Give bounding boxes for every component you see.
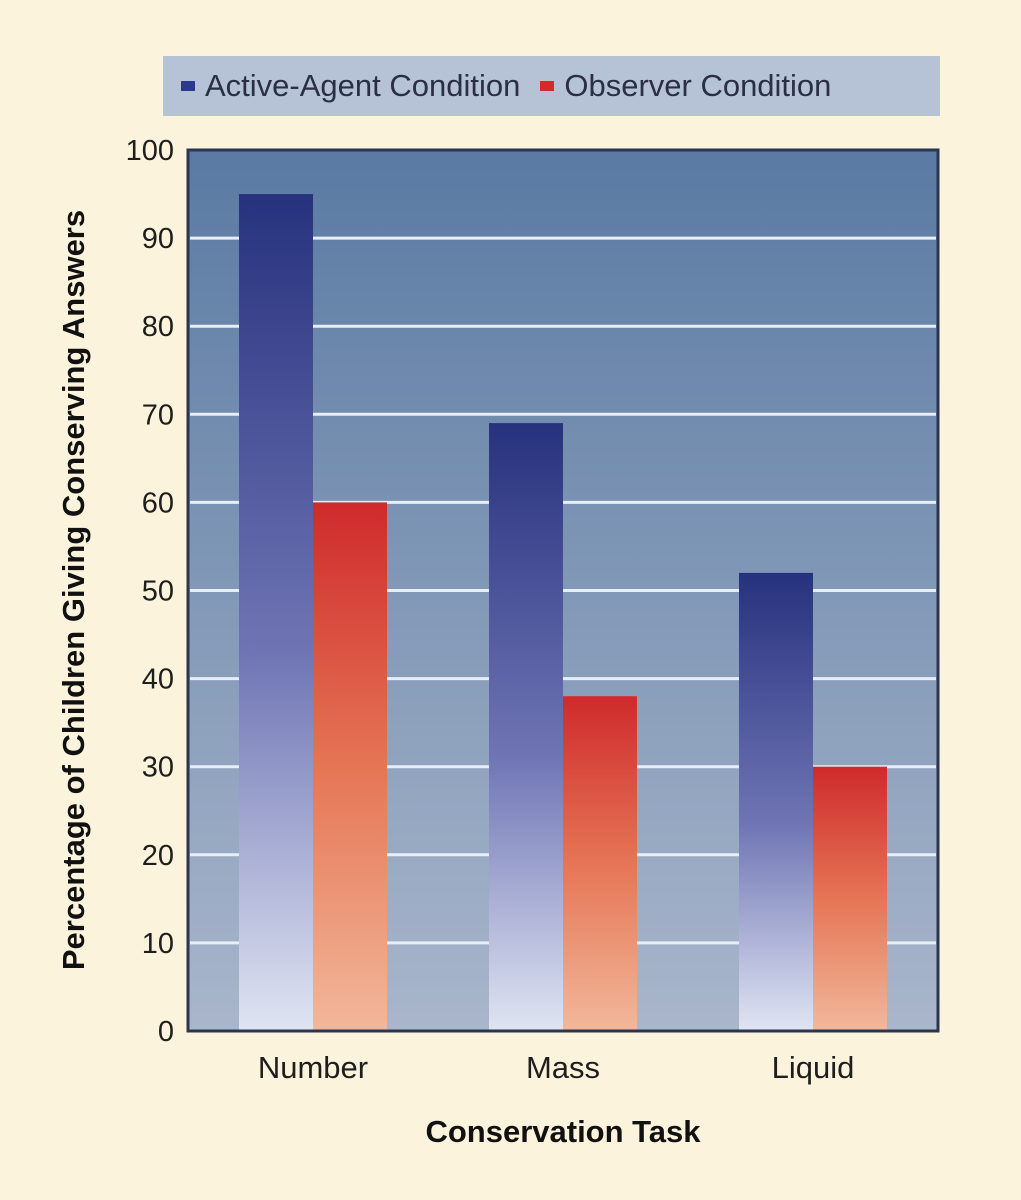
bar-mass-observer — [563, 696, 637, 1030]
y-tick-label: 60 — [142, 487, 174, 519]
bar-number-observer — [313, 502, 387, 1030]
bar-liquid-observer — [813, 766, 887, 1030]
x-axis-title: Conservation Task — [425, 1114, 701, 1149]
y-tick-label: 70 — [142, 399, 174, 431]
y-tick-label: 50 — [142, 576, 174, 608]
y-tick-label: 40 — [142, 664, 174, 696]
y-axis-title: Percentage of Children Giving Conserving… — [56, 210, 91, 970]
chart-legend: Active-Agent Condition Observer Conditio… — [163, 56, 940, 116]
legend-label-active-agent: Active-Agent Condition — [205, 68, 521, 103]
bar-number-active-agent — [239, 194, 313, 1030]
legend-swatch-active-agent — [181, 81, 195, 91]
bar-mass-active-agent — [489, 423, 563, 1030]
y-tick-label: 100 — [126, 135, 174, 167]
legend-item-active-agent: Active-Agent Condition — [181, 68, 520, 104]
bars — [239, 194, 887, 1030]
y-tick-label: 80 — [142, 311, 174, 343]
y-tick-label: 30 — [142, 752, 174, 784]
x-category-label-liquid: Liquid — [772, 1050, 855, 1085]
legend-label-observer: Observer Condition — [564, 68, 832, 103]
legend-item-observer: Observer Condition — [540, 68, 831, 104]
legend-swatch-observer — [540, 81, 555, 91]
y-tick-label: 20 — [142, 840, 174, 872]
y-tick-label: 90 — [142, 223, 174, 255]
x-category-labels: Number Mass Liquid — [258, 1050, 855, 1085]
bar-liquid-active-agent — [739, 572, 813, 1030]
y-tick-labels: 0 10 20 30 40 50 60 70 80 90 100 — [126, 135, 174, 1048]
y-tick-label: 0 — [158, 1016, 174, 1048]
x-category-label-number: Number — [258, 1050, 368, 1085]
x-category-label-mass: Mass — [526, 1050, 600, 1085]
y-tick-label: 10 — [142, 928, 174, 960]
